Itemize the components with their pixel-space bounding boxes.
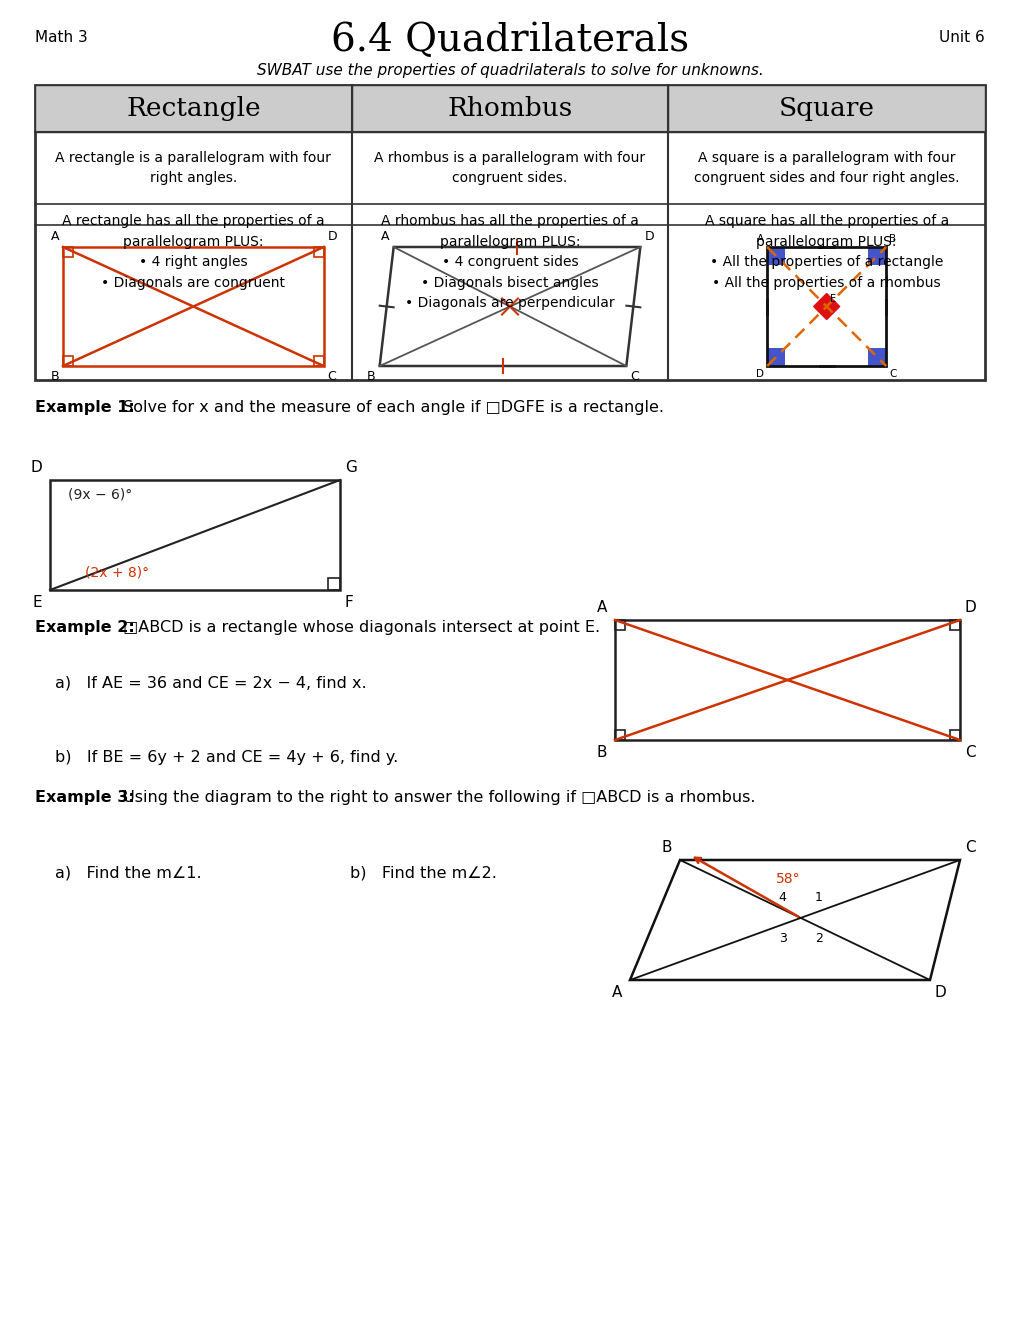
Text: A: A [381, 230, 389, 243]
Text: □ABCD is a rectangle whose diagonals intersect at point E.: □ABCD is a rectangle whose diagonals int… [118, 620, 599, 635]
Bar [766, 247, 785, 265]
Text: 2: 2 [814, 932, 821, 945]
Text: D: D [964, 601, 976, 615]
Text: Rectangle: Rectangle [126, 96, 261, 121]
Text: D: D [755, 370, 763, 379]
Text: 4: 4 [779, 891, 786, 904]
Text: E: E [828, 293, 835, 304]
Text: Example 3:: Example 3: [35, 789, 135, 805]
Text: Solve for x and the measure of each angle if □DGFE is a rectangle.: Solve for x and the measure of each angl… [118, 400, 663, 414]
Text: Unit 6: Unit 6 [938, 30, 984, 45]
Text: 1: 1 [814, 891, 821, 904]
Text: D: D [934, 985, 946, 1001]
Text: Math 3: Math 3 [35, 30, 88, 45]
Bar [35, 84, 352, 132]
Text: C: C [327, 370, 336, 383]
Text: A: A [611, 985, 622, 1001]
Bar [766, 348, 785, 366]
Text: b)   Find the m∠2.: b) Find the m∠2. [350, 865, 496, 880]
Text: A rectangle has all the properties of a
parallelogram PLUS:
• 4 right angles
• D: A rectangle has all the properties of a … [62, 214, 324, 290]
Text: A rhombus is a parallelogram with four
congruent sides.: A rhombus is a parallelogram with four c… [374, 152, 645, 185]
Text: B: B [661, 840, 672, 855]
Text: C: C [964, 840, 974, 855]
Text: 58°: 58° [775, 873, 800, 886]
Text: A square is a parallelogram with four
congruent sides and four right angles.: A square is a parallelogram with four co… [693, 152, 959, 185]
Text: D: D [31, 459, 42, 475]
Text: B: B [50, 370, 59, 383]
Text: (2x + 8)°: (2x + 8)° [85, 566, 149, 579]
Text: 3: 3 [779, 932, 786, 945]
Text: Rhombus: Rhombus [447, 96, 572, 121]
Text: B: B [596, 744, 606, 760]
Text: Example 1:: Example 1: [35, 400, 135, 414]
Text: A: A [596, 601, 606, 615]
Text: D: D [327, 230, 337, 243]
Text: B: B [367, 370, 375, 383]
Text: b)   If BE = 6y + 2 and CE = 4y + 6, find y.: b) If BE = 6y + 2 and CE = 4y + 6, find … [55, 750, 397, 766]
Text: Example 2:: Example 2: [35, 620, 135, 635]
Text: G: G [344, 459, 357, 475]
Text: (9x − 6)°: (9x − 6)° [68, 488, 132, 502]
Bar [352, 84, 667, 132]
Text: SWBAT use the properties of quadrilaterals to solve for unknowns.: SWBAT use the properties of quadrilatera… [257, 63, 762, 78]
Text: A rectangle is a parallelogram with four
right angles.: A rectangle is a parallelogram with four… [55, 152, 331, 185]
Text: A square has all the properties of a
parallelogram PLUS:
• All the properties of: A square has all the properties of a par… [704, 214, 948, 290]
Text: E: E [33, 595, 42, 610]
Text: C: C [964, 744, 974, 760]
Text: 6.4 Quadrilaterals: 6.4 Quadrilaterals [330, 22, 689, 59]
Bar [867, 348, 886, 366]
Bar [667, 84, 984, 132]
Bar [867, 247, 886, 265]
Text: Square: Square [777, 96, 874, 121]
Text: B: B [889, 234, 896, 244]
Text: C: C [630, 370, 639, 383]
Text: a)   Find the m∠1.: a) Find the m∠1. [55, 865, 202, 880]
Text: A: A [756, 234, 763, 244]
Text: F: F [344, 595, 354, 610]
Polygon shape [813, 293, 839, 319]
Text: A rhombus has all the properties of a
parallelogram PLUS:
• 4 congruent sides
• : A rhombus has all the properties of a pa… [381, 214, 638, 310]
Text: Using the diagram to the right to answer the following if □ABCD is a rhombus.: Using the diagram to the right to answer… [118, 789, 755, 805]
Text: a)   If AE = 36 and CE = 2x − 4, find x.: a) If AE = 36 and CE = 2x − 4, find x. [55, 675, 366, 690]
Text: A: A [51, 230, 59, 243]
Text: C: C [889, 370, 896, 379]
Text: D: D [644, 230, 653, 243]
